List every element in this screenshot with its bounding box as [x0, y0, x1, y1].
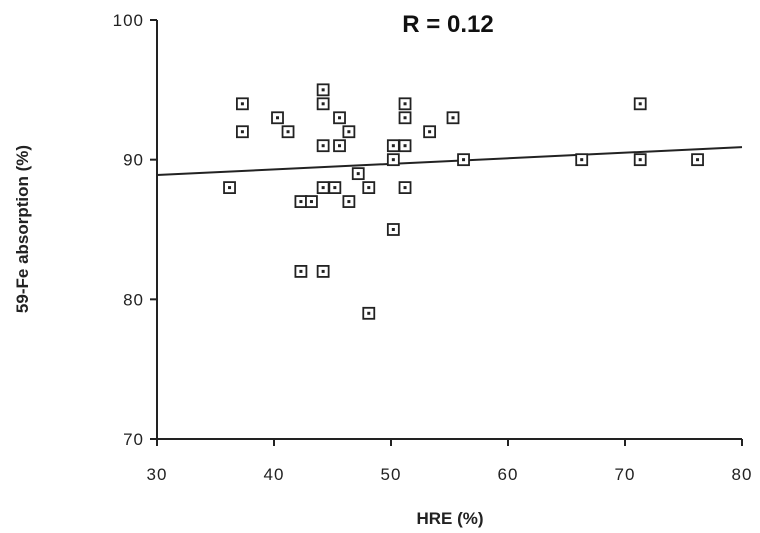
data-point-dot — [321, 144, 325, 148]
data-point — [223, 181, 236, 195]
data-point-dot — [276, 116, 280, 120]
data-point-dot — [391, 144, 395, 148]
data-point-dot — [451, 116, 455, 120]
x-axis-label: HRE (%) — [416, 509, 483, 528]
data-point — [294, 264, 308, 278]
data-point-dot — [428, 130, 432, 134]
data-point — [271, 111, 284, 125]
data-point — [316, 83, 330, 97]
data-point — [316, 139, 330, 153]
data-point-dot — [347, 200, 351, 204]
data-point — [316, 97, 330, 111]
data-point — [446, 111, 460, 125]
y-tick-label: 80 — [123, 290, 144, 309]
x-tick-label: 70 — [615, 465, 636, 484]
data-point — [316, 264, 330, 278]
data-point-dot — [403, 144, 407, 148]
data-point — [342, 195, 356, 208]
data-point — [575, 153, 589, 167]
data-point — [423, 125, 437, 139]
x-tick-label: 40 — [264, 465, 285, 484]
chart-title: R = 0.12 — [402, 11, 493, 38]
data-point-dot — [638, 158, 642, 162]
data-point-dot — [356, 172, 360, 176]
data-point-dot — [333, 186, 337, 190]
data-point-dot — [299, 269, 303, 273]
data-point-dot — [391, 158, 395, 162]
y-tick-label: 70 — [123, 430, 144, 449]
data-point — [316, 181, 330, 195]
data-point-dot — [462, 158, 466, 162]
data-point — [691, 153, 704, 167]
data-point-dot — [240, 130, 244, 134]
data-point — [328, 181, 342, 195]
data-point — [333, 139, 346, 153]
axes: 30 40 50 60 70 80 70 80 90 100 — [113, 11, 753, 484]
data-point-dot — [309, 200, 313, 204]
data-point-dot — [367, 186, 371, 190]
data-point — [362, 181, 376, 195]
data-point — [386, 223, 400, 236]
data-point-dot — [638, 102, 642, 106]
data-point — [236, 125, 249, 139]
x-tick-label: 50 — [381, 465, 402, 484]
data-point — [351, 167, 365, 181]
data-point — [236, 97, 249, 111]
data-point — [398, 97, 412, 111]
data-point — [633, 97, 647, 111]
x-tick-label: 60 — [498, 465, 519, 484]
data-point — [386, 139, 400, 153]
data-point — [398, 111, 412, 125]
data-points — [223, 83, 704, 320]
regression-line — [156, 146, 743, 177]
data-point — [398, 181, 412, 195]
data-point-dot — [403, 102, 407, 106]
data-point-dot — [228, 186, 232, 190]
data-point — [333, 111, 346, 125]
x-tick-label: 80 — [732, 465, 753, 484]
y-tick-label: 100 — [113, 11, 144, 30]
data-point — [294, 195, 308, 208]
data-point-dot — [403, 116, 407, 120]
data-point — [398, 139, 412, 153]
y-tick-label: 90 — [123, 151, 144, 170]
data-point-dot — [240, 102, 244, 106]
data-point — [633, 153, 647, 167]
data-point-dot — [696, 158, 700, 162]
data-point — [281, 125, 295, 139]
data-point-dot — [403, 186, 407, 190]
data-point-dot — [321, 186, 325, 190]
x-tick-label: 30 — [147, 465, 168, 484]
data-point-dot — [338, 144, 342, 148]
data-point-dot — [299, 200, 303, 204]
data-point-dot — [367, 311, 371, 315]
y-axis-label: 59-Fe absorption (%) — [13, 145, 32, 313]
data-point-dot — [321, 269, 325, 273]
data-point-dot — [321, 102, 325, 106]
data-point — [342, 125, 356, 139]
data-point-dot — [321, 88, 325, 92]
data-point — [362, 306, 376, 320]
data-point — [305, 195, 318, 208]
data-point-dot — [580, 158, 584, 162]
data-point-dot — [391, 228, 395, 231]
data-point — [457, 153, 470, 167]
regression-line-group — [156, 146, 743, 177]
data-point — [386, 153, 400, 167]
data-point-dot — [347, 130, 351, 134]
data-point-dot — [338, 116, 342, 120]
data-point-dot — [286, 130, 290, 134]
